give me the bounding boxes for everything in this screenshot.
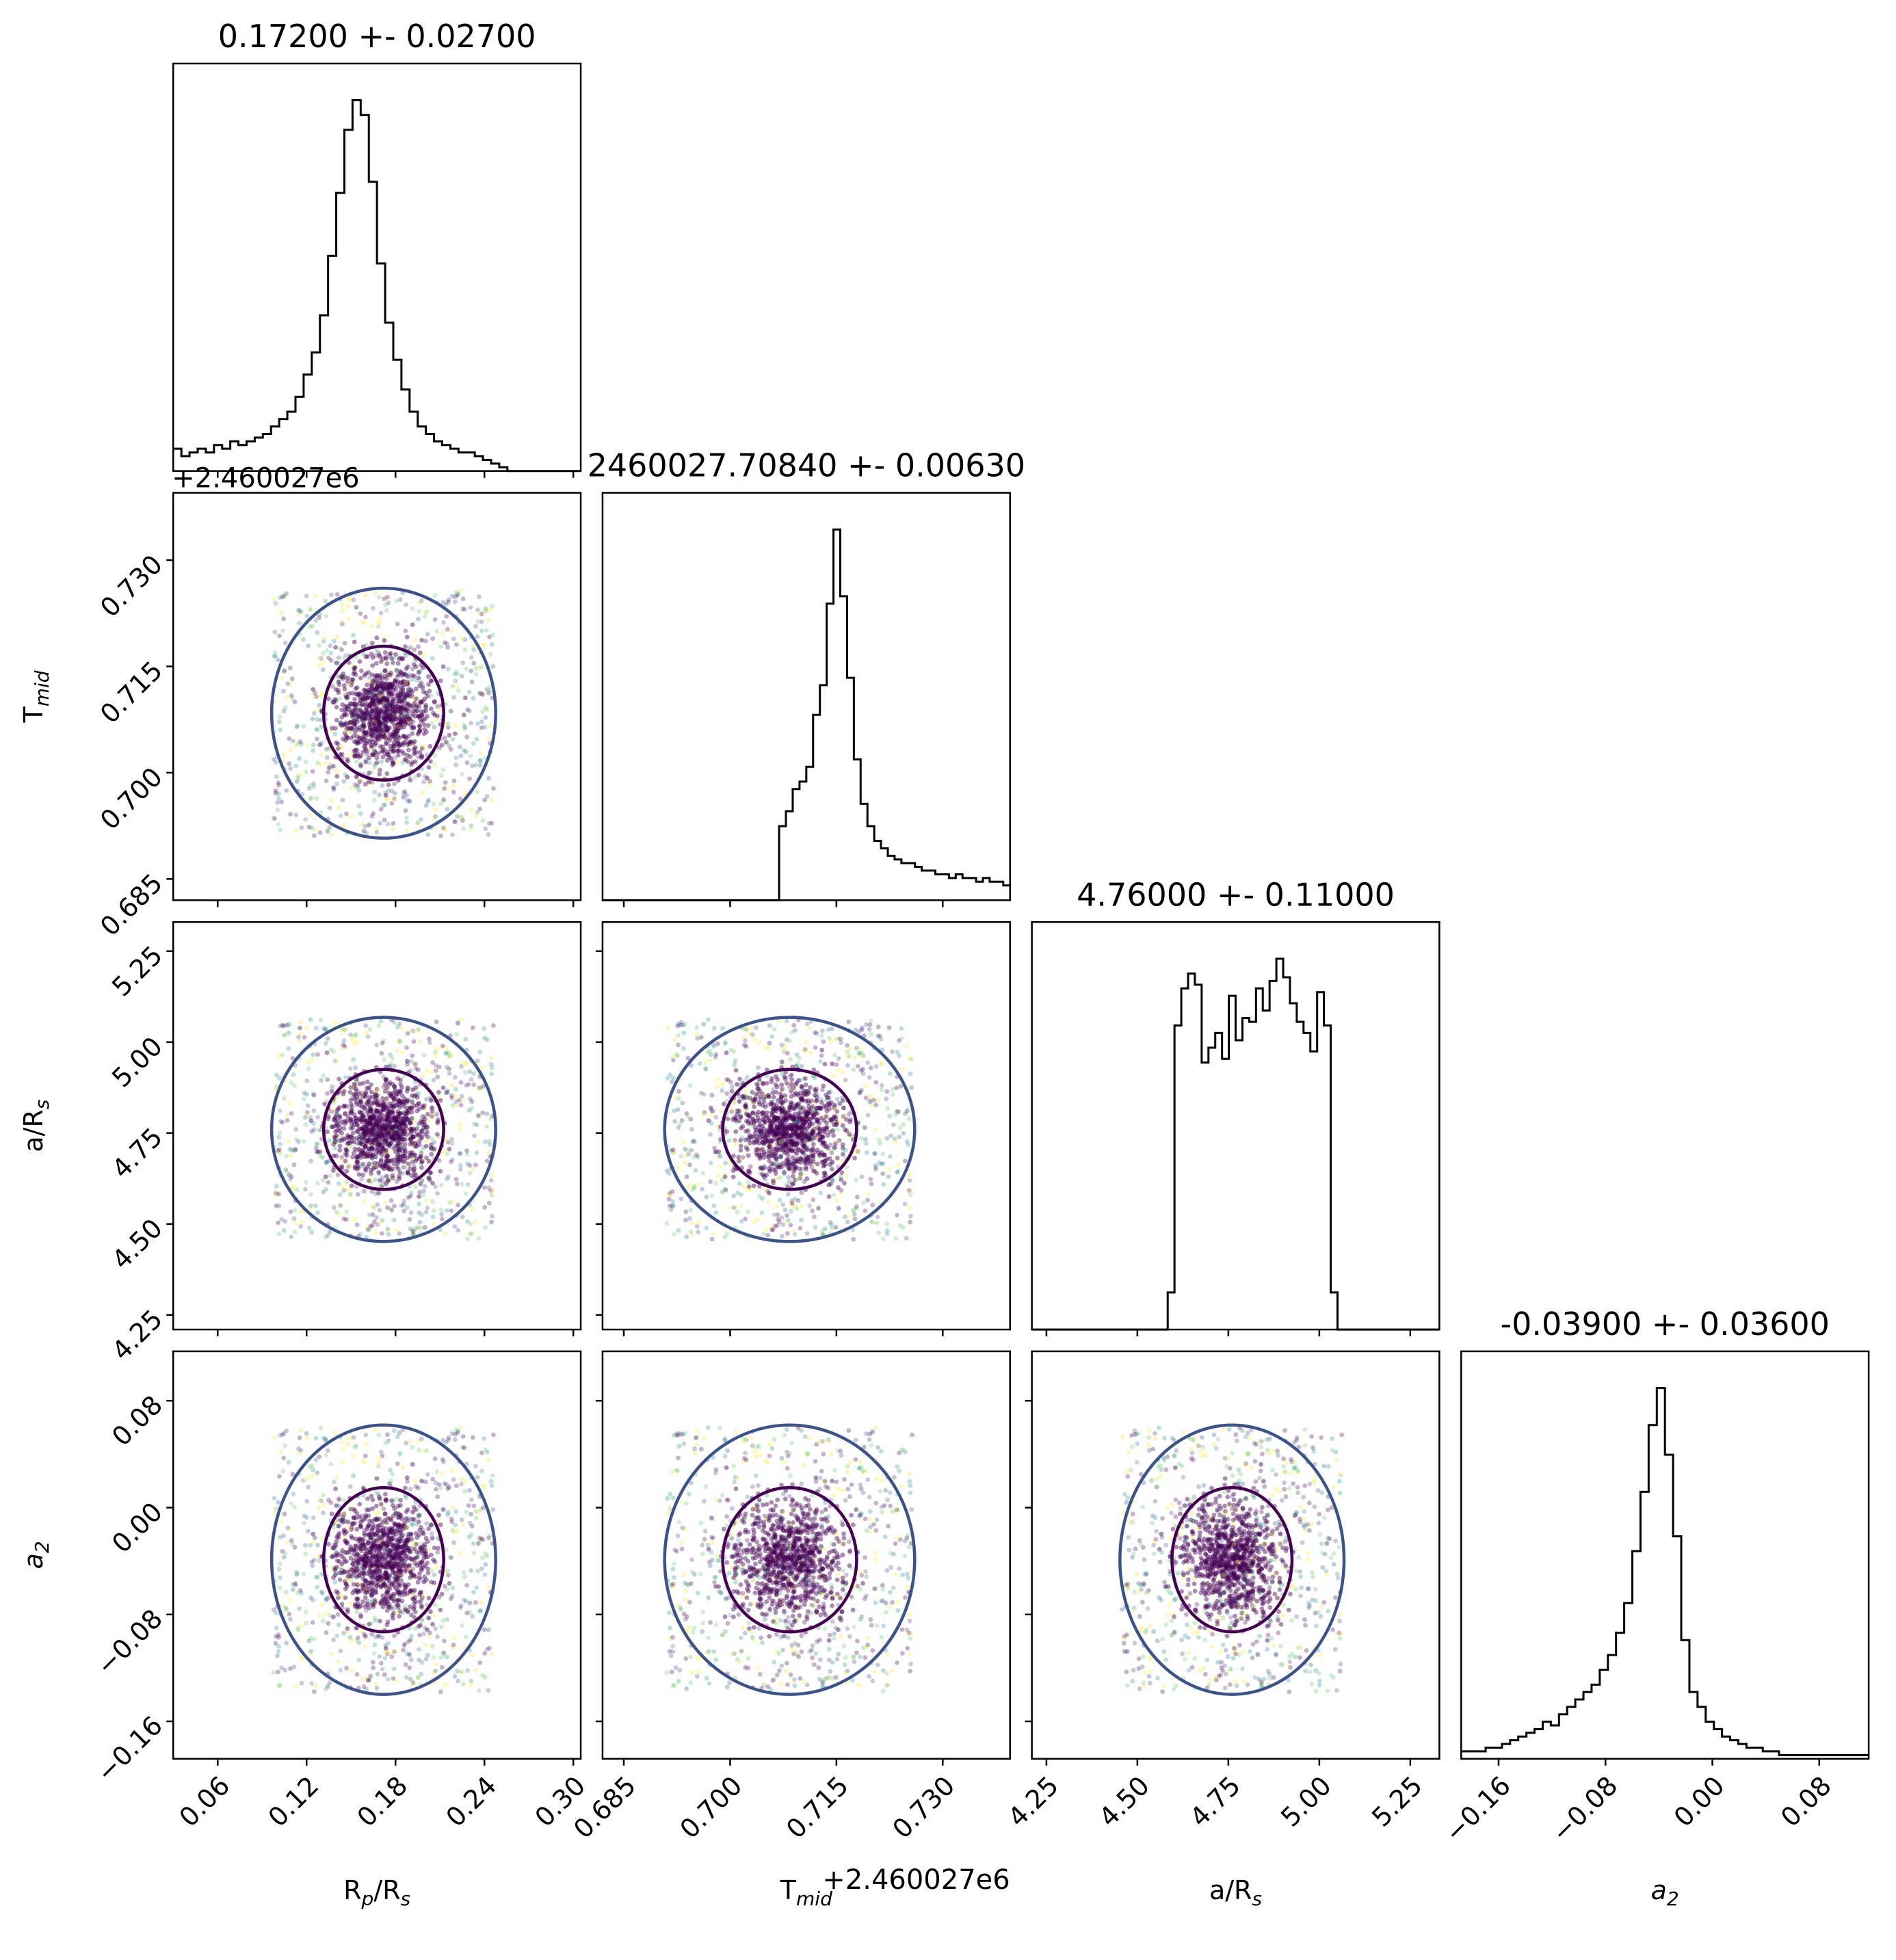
contour-outer-a2-vs-tmid (663, 1423, 917, 1696)
ytick-label-a2: 0.00 (106, 1496, 168, 1559)
xtick-label-tmid: 0.730 (886, 1771, 960, 1844)
xtick-label-ars: 4.75 (1184, 1771, 1246, 1833)
axes-frame (1460, 1350, 1870, 1760)
panel-rprs-vs-rprs: 0.17200 +- 0.02700 (172, 18, 582, 478)
title-a2: -0.03900 +- 0.03600 (1500, 1306, 1829, 1342)
ylabel-a2: a2 (18, 1541, 53, 1569)
axes-frame (1031, 1350, 1440, 1760)
contour-inner-tmid-vs-rprs (321, 644, 445, 782)
contour-inner-a2-vs-ars (1170, 1485, 1294, 1634)
histogram-tmid (602, 528, 1010, 901)
ytick-label-ars: 5.25 (106, 940, 168, 1003)
title-tmid: 2460027.70840 +- 0.00630 (588, 447, 1025, 484)
xlabel-ars: a/Rs (1209, 1875, 1262, 1910)
contour-inner-ars-vs-rprs (321, 1068, 445, 1191)
contour-inner-a2-vs-rprs (321, 1485, 445, 1634)
xtick-label-tmid: 0.715 (780, 1771, 854, 1844)
title-ars: 4.76000 +- 0.11000 (1077, 876, 1395, 913)
panel-ars-vs-ars: 4.76000 +- 0.11000 (1031, 876, 1440, 1337)
histogram-ars (1031, 957, 1440, 1331)
axes-frame (172, 492, 582, 901)
ytick-label-a2: −0.16 (91, 1710, 168, 1788)
ytick-label-tmid: 0.685 (94, 868, 168, 942)
ytick-label-tmid: 0.700 (94, 762, 168, 836)
contour-outer-a2-vs-rprs (269, 1423, 497, 1696)
samples-ars-vs-rprs (272, 1017, 496, 1241)
contour-inner-a2-vs-tmid (721, 1485, 858, 1634)
ylabel-tmid: Tmid (18, 670, 53, 723)
xtick-label-rprs: 0.12 (262, 1771, 324, 1833)
ylabel-ars: a/Rs (18, 1100, 53, 1152)
ytick-label-ars: 4.25 (106, 1304, 168, 1366)
xtick-label-ars: 4.50 (1093, 1771, 1155, 1833)
ytick-label-ars: 4.50 (106, 1213, 168, 1275)
y-offset-tmid: +2.460027e6 (172, 463, 359, 494)
panel-a2-vs-rprs: 0.06 0.12 0.18 0.24 0.30−0.16−0.080.000.08 (91, 1350, 591, 1833)
axes-frame (1031, 921, 1440, 1331)
xtick-label-rprs: 0.18 (351, 1771, 413, 1833)
axes-frame (601, 492, 1011, 901)
ytick-label-a2: 0.08 (106, 1390, 168, 1452)
panel-tmid-vs-tmid: 2460027.70840 +- 0.00630 (588, 447, 1025, 908)
contour-outer-ars-vs-tmid (663, 1016, 917, 1243)
histogram-rprs (173, 99, 581, 473)
samples-tmid-vs-rprs (271, 588, 496, 838)
xtick-label-rprs: 0.24 (440, 1771, 502, 1833)
contour-inner-ars-vs-tmid (721, 1068, 858, 1191)
contour-outer-a2-vs-ars (1118, 1423, 1346, 1696)
xtick-label-a2: −0.08 (1546, 1771, 1623, 1848)
histogram-a2 (1461, 1387, 1869, 1756)
xtick-label-a2: 0.00 (1668, 1771, 1730, 1833)
ytick-label-a2: −0.08 (91, 1604, 168, 1681)
samples-a2-vs-tmid (664, 1425, 914, 1694)
panel-a2-vs-ars: 4.25 4.50 4.75 5.00 5.25 (1002, 1350, 1440, 1833)
axes-frame (172, 1350, 582, 1760)
xlabel-rprs: Rp/Rs (343, 1875, 410, 1910)
axes-frame (601, 921, 1011, 1331)
axes-frame (172, 62, 582, 472)
xtick-label-ars: 5.00 (1275, 1771, 1337, 1833)
title-rprs: 0.17200 +- 0.02700 (218, 18, 536, 55)
xlabel-tmid: Tmid (780, 1875, 832, 1910)
samples-a2-vs-rprs (271, 1425, 496, 1695)
panel-tmid-vs-rprs: 0.685 0.700 0.715 0.730 (94, 492, 582, 942)
panel-a2-vs-tmid: 0.685 0.700 0.715 0.730 (568, 1350, 1011, 1844)
xtick-label-ars: 5.25 (1366, 1771, 1428, 1833)
axes-frame (601, 1350, 1011, 1760)
panel-ars-vs-tmid (595, 921, 1011, 1337)
ytick-label-tmid: 0.730 (94, 549, 168, 623)
ytick-label-ars: 4.75 (106, 1122, 168, 1184)
x-offset-tmid: +2.460027e6 (822, 1864, 1010, 1896)
samples-ars-vs-tmid (664, 1017, 914, 1242)
contour-outer-ars-vs-rprs (269, 1016, 497, 1243)
xtick-label-a2: −0.16 (1439, 1771, 1516, 1848)
xlabel-a2: a2 (1651, 1875, 1679, 1910)
xtick-label-ars: 4.25 (1002, 1771, 1064, 1833)
xtick-label-tmid: 0.700 (674, 1771, 748, 1844)
axes-frame (172, 921, 582, 1331)
panel-a2-vs-a2: -0.03900 +- 0.03600 −0.16 −0.08 0.00 0.08 (1439, 1306, 1870, 1848)
ytick-label-ars: 5.00 (106, 1031, 168, 1094)
ytick-label-tmid: 0.715 (94, 655, 168, 729)
xtick-label-a2: 0.08 (1775, 1771, 1837, 1833)
xtick-label-rprs: 0.06 (173, 1771, 235, 1833)
contour-outer-tmid-vs-rprs (269, 586, 497, 840)
panel-ars-vs-rprs: 4.25 4.50 4.75 5.00 5.25 (106, 921, 582, 1366)
